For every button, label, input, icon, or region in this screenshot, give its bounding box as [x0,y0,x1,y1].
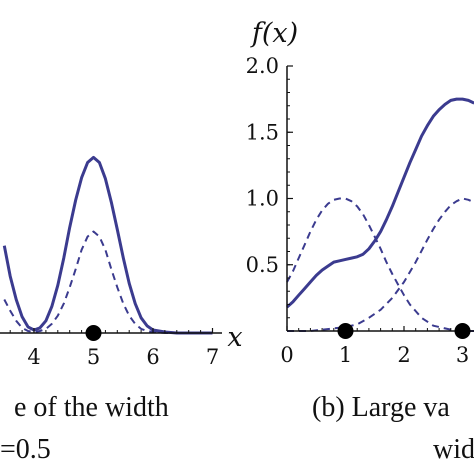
x-axis-label: x [227,322,242,353]
caption-line-1: e of the width [14,392,169,423]
y-tick-label: 1.0 [246,187,279,211]
x-tick-label: 6 [146,345,159,369]
panel-a: 4 5 6 7x e of the width =0.5 [0,155,243,465]
series-line-2 [286,197,474,332]
x-tick-label: 2 [397,343,410,367]
position-marker [454,323,471,339]
series-line-1 [286,97,474,309]
x-tick-label: 5 [87,345,100,369]
panel-b: 0 1 2 3 0.5 1.0 1.5 2.0 f(x) (b) Large va wid [246,18,474,465]
y-axis-label: f(x) [250,18,298,49]
series-line-3 [287,197,474,332]
caption-line-2: wid [433,434,474,465]
x-tick-label: 3 [456,343,469,367]
y-tick-label: 0.5 [246,253,279,277]
x-tick-label: 0 [280,343,293,367]
series-line-1 [2,155,213,335]
series-line-2 [3,230,213,334]
x-tick-label: 7 [206,345,219,369]
caption-line-2: =0.5 [0,434,51,465]
x-tick-label: 4 [27,345,40,369]
position-marker [85,325,102,341]
position-marker [337,323,354,339]
x-tick-label: 1 [339,343,352,367]
y-tick-label: 1.5 [246,120,279,144]
y-tick-label: 2.0 [246,54,279,78]
caption-line-1: (b) Large va [312,392,450,423]
